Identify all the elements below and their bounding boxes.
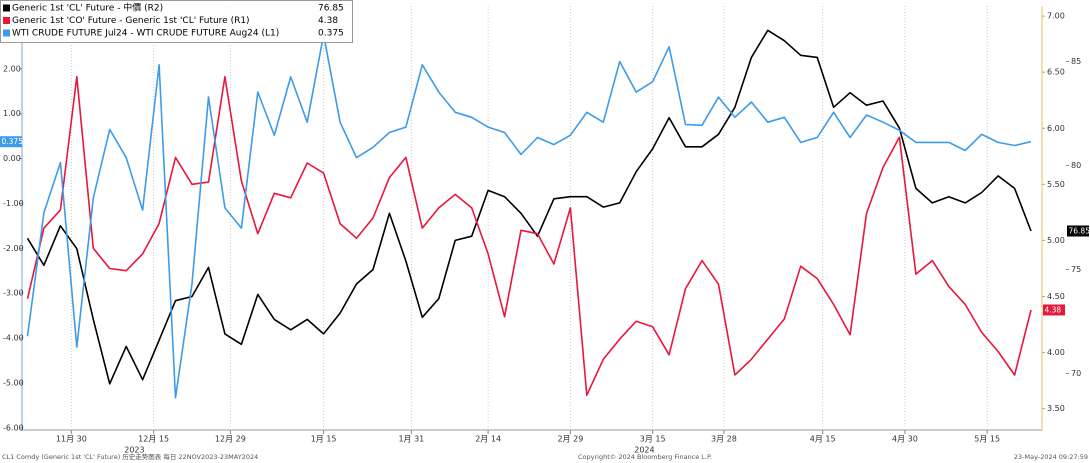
x-tick-label: 12月 15 — [138, 435, 169, 444]
legend-label: WTI CRUDE FUTURE Jul24 - WTI CRUDE FUTUR… — [12, 29, 279, 39]
footer-center: Copyright© 2024 Bloomberg Finance L.P. — [578, 453, 712, 461]
y-tick-label: -5.00 — [3, 378, 24, 387]
year-label: 2023 — [124, 446, 144, 455]
last-value-label: 4.38 — [1045, 305, 1062, 314]
y2-tick-label: 4.00 — [1047, 348, 1065, 357]
x-tick-label: 12月 29 — [215, 435, 246, 444]
y-tick-label: -1.00 — [3, 199, 24, 208]
y2-tick-label: 6.00 — [1047, 124, 1065, 133]
x-tick-label: 1月 15 — [311, 435, 337, 444]
legend-value: 76.85 — [318, 4, 344, 14]
y3-tick-label: 80 — [1071, 161, 1081, 170]
legend-label: Generic 1st 'CL' Future - 中價 (R2) — [12, 2, 163, 14]
last-value-label: 0.375 — [2, 137, 24, 146]
x-tick-label: 3月 15 — [640, 435, 666, 444]
y3-tick-label: 75 — [1071, 265, 1081, 274]
y3-tick-label: 70 — [1071, 369, 1081, 378]
legend: Generic 1st 'CL' Future - 中價 (R2) 76.85 Ge… — [0, 0, 353, 43]
last-value-box — [1043, 304, 1065, 316]
legend-marker — [3, 17, 10, 24]
x-tick-label: 2月 29 — [557, 435, 583, 444]
legend-label: Generic 1st 'CO' Future - Generic 1st 'C… — [12, 16, 250, 26]
x-tick-label: 3月 28 — [711, 435, 737, 444]
y-tick-label: -2.00 — [3, 244, 24, 253]
y2-tick-label: 3.50 — [1047, 404, 1065, 413]
y2-tick-label: 4.50 — [1047, 292, 1065, 301]
series-line — [26, 75, 1032, 396]
series-line — [26, 33, 1032, 399]
y2-tick-label: 5.50 — [1047, 180, 1065, 189]
x-tick-label: 11月 30 — [56, 435, 87, 444]
x-tick-label: 1月 31 — [398, 435, 424, 444]
legend-value: 4.38 — [318, 16, 338, 26]
x-tick-label: 5月 15 — [974, 435, 1000, 444]
y3-tick-label: 85 — [1071, 57, 1081, 66]
x-tick-label: 4月 30 — [892, 435, 918, 444]
y-tick-label: 2.00 — [3, 64, 21, 73]
x-tick-label: 4月 15 — [810, 435, 836, 444]
last-value-box — [0, 136, 22, 148]
y-tick-label: 0.00 — [3, 154, 21, 163]
y2-tick-label: 5.00 — [1047, 236, 1065, 245]
series-line — [26, 29, 1032, 385]
year-label: 2024 — [634, 446, 654, 455]
legend-marker — [3, 29, 10, 37]
y-tick-label: -4.00 — [3, 334, 24, 343]
y-tick-label: -3.00 — [3, 289, 24, 298]
last-value-box — [1067, 225, 1089, 237]
x-tick-label: 2月 14 — [475, 435, 501, 444]
legend-value: 0.375 — [318, 29, 344, 39]
footer-right: 23-May-2024 09:27:59 — [1014, 453, 1088, 461]
legend-marker — [3, 4, 10, 12]
y2-tick-label: 6.50 — [1047, 68, 1065, 77]
footer-left: CL1 Comdy (Generic 1st 'CL' Future) 历史走势… — [2, 452, 258, 461]
y-tick-label: -6.00 — [3, 423, 24, 432]
plot-area — [22, 6, 1042, 430]
last-value-label: 76.85 — [1069, 226, 1090, 235]
y-tick-label: 1.00 — [3, 109, 21, 118]
y2-tick-label: 7.00 — [1047, 12, 1065, 21]
legend-box — [0, 0, 353, 43]
